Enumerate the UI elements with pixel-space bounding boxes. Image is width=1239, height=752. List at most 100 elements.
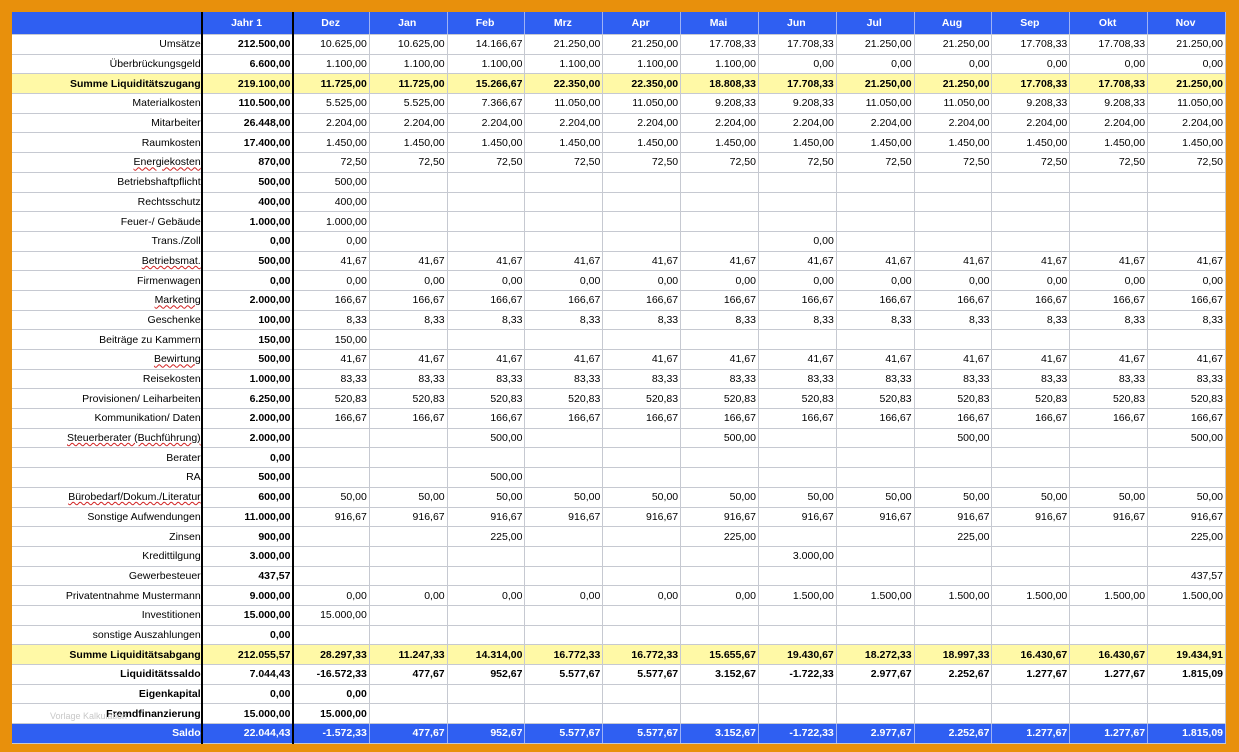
month-value-cell[interactable] [680, 211, 759, 232]
month-value-cell[interactable]: 1.815,09 [1147, 723, 1226, 744]
row-label-cell[interactable]: Liquiditätssaldo [12, 664, 202, 685]
month-value-cell[interactable] [1069, 605, 1149, 626]
month-value-cell[interactable] [524, 703, 604, 725]
month-value-cell[interactable]: 916,67 [680, 507, 759, 528]
row-label-cell[interactable]: Saldo [12, 723, 203, 744]
month-value-cell[interactable]: 18.272,33 [836, 644, 915, 665]
month-value-cell[interactable]: 21.250,00 [914, 34, 993, 55]
month-value-cell[interactable] [914, 231, 993, 252]
month-value-cell[interactable]: 0,00 [1069, 270, 1149, 291]
month-value-cell[interactable]: 41,67 [524, 349, 604, 370]
month-value-cell[interactable]: 1.277,67 [991, 664, 1071, 685]
month-value-cell[interactable]: 166,67 [1147, 408, 1226, 429]
month-value-cell[interactable]: 166,67 [914, 408, 993, 429]
month-value-cell[interactable]: 520,83 [1069, 388, 1149, 410]
month-value-cell[interactable] [1147, 605, 1226, 626]
column-header-mai[interactable]: Mai [680, 12, 759, 35]
month-value-cell[interactable]: 0,00 [524, 585, 604, 606]
month-value-cell[interactable] [991, 546, 1071, 567]
month-value-cell[interactable]: 41,67 [758, 251, 837, 272]
month-value-cell[interactable] [369, 192, 448, 213]
month-value-cell[interactable]: 916,67 [1147, 507, 1226, 528]
month-value-cell[interactable]: -1.572,33 [293, 723, 370, 744]
month-value-cell[interactable]: 5.525,00 [293, 93, 370, 114]
month-value-cell[interactable] [293, 566, 370, 587]
month-value-cell[interactable]: 3.152,67 [680, 664, 759, 685]
month-value-cell[interactable]: 1.450,00 [369, 132, 448, 154]
row-label-cell[interactable]: Eigenkapital [12, 684, 202, 705]
year-total-cell[interactable]: 2.000,00 [200, 290, 295, 311]
month-value-cell[interactable] [1069, 447, 1149, 469]
month-value-cell[interactable] [991, 625, 1071, 646]
month-value-cell[interactable] [1147, 467, 1226, 488]
month-value-cell[interactable]: 41,67 [602, 251, 682, 272]
month-value-cell[interactable] [680, 605, 759, 626]
month-value-cell[interactable]: 0,00 [1147, 54, 1226, 75]
column-header-nov[interactable]: Nov [1147, 12, 1226, 35]
column-header-feb[interactable]: Feb [447, 12, 526, 35]
month-value-cell[interactable] [293, 526, 370, 547]
month-value-cell[interactable] [369, 428, 448, 449]
month-value-cell[interactable]: 83,33 [1147, 369, 1226, 390]
month-value-cell[interactable]: 225,00 [680, 526, 759, 547]
month-value-cell[interactable] [836, 684, 915, 705]
month-value-cell[interactable]: 11.050,00 [914, 93, 993, 114]
month-value-cell[interactable]: 1.100,00 [369, 54, 448, 75]
row-label-cell[interactable]: RA [12, 467, 202, 488]
month-value-cell[interactable] [1069, 192, 1149, 213]
month-value-cell[interactable]: 166,67 [293, 408, 370, 429]
month-value-cell[interactable] [602, 703, 682, 725]
month-value-cell[interactable]: 41,67 [447, 349, 526, 370]
month-value-cell[interactable]: 2.204,00 [602, 113, 682, 134]
month-value-cell[interactable]: 0,00 [680, 270, 759, 291]
month-value-cell[interactable] [1069, 467, 1149, 488]
month-value-cell[interactable]: 41,67 [991, 349, 1071, 370]
month-value-cell[interactable]: 8,33 [1147, 310, 1226, 331]
month-value-cell[interactable]: 8,33 [1069, 310, 1149, 331]
month-value-cell[interactable]: 0,00 [758, 54, 837, 75]
month-value-cell[interactable] [602, 447, 682, 469]
month-value-cell[interactable]: 0,00 [758, 270, 837, 291]
month-value-cell[interactable]: 1.277,67 [991, 723, 1071, 744]
month-value-cell[interactable]: 916,67 [369, 507, 448, 528]
month-value-cell[interactable] [1069, 428, 1149, 449]
month-value-cell[interactable]: 1.450,00 [914, 132, 993, 154]
month-value-cell[interactable]: 1.000,00 [293, 211, 370, 232]
month-value-cell[interactable]: 477,67 [369, 664, 448, 685]
month-value-cell[interactable] [991, 605, 1071, 626]
year-total-cell[interactable]: 2.000,00 [200, 408, 295, 429]
month-value-cell[interactable] [991, 329, 1071, 350]
row-label-cell[interactable]: Umsätze [12, 34, 202, 55]
row-label-cell[interactable]: Rechtsschutz [12, 192, 202, 213]
month-value-cell[interactable]: 16.772,33 [602, 644, 682, 665]
month-value-cell[interactable] [836, 526, 915, 547]
year-total-cell[interactable]: 110.500,00 [200, 93, 295, 114]
month-value-cell[interactable] [602, 231, 682, 252]
month-value-cell[interactable] [524, 605, 604, 626]
month-value-cell[interactable]: 2.977,67 [836, 664, 915, 685]
month-value-cell[interactable] [680, 546, 759, 567]
month-value-cell[interactable] [1069, 684, 1149, 705]
month-value-cell[interactable]: 916,67 [447, 507, 526, 528]
month-value-cell[interactable]: 166,67 [836, 290, 915, 311]
month-value-cell[interactable] [914, 329, 993, 350]
month-value-cell[interactable]: 21.250,00 [524, 34, 604, 55]
month-value-cell[interactable]: 3.152,67 [680, 723, 759, 744]
month-value-cell[interactable]: 2.977,67 [836, 723, 915, 744]
month-value-cell[interactable] [758, 329, 837, 350]
month-value-cell[interactable]: 83,33 [447, 369, 526, 390]
month-value-cell[interactable]: 2.204,00 [1069, 113, 1149, 134]
month-value-cell[interactable]: 10.625,00 [293, 34, 370, 55]
row-label-cell[interactable]: Energiekosten [12, 152, 202, 173]
month-value-cell[interactable]: 50,00 [914, 487, 993, 508]
month-value-cell[interactable] [914, 703, 993, 725]
month-value-cell[interactable]: 83,33 [680, 369, 759, 390]
month-value-cell[interactable] [524, 625, 604, 646]
month-value-cell[interactable]: 477,67 [369, 723, 448, 744]
month-value-cell[interactable]: 0,00 [680, 585, 759, 606]
month-value-cell[interactable]: 11.050,00 [524, 93, 604, 114]
month-value-cell[interactable] [914, 172, 993, 193]
month-value-cell[interactable]: 41,67 [1147, 251, 1226, 272]
month-value-cell[interactable] [602, 467, 682, 488]
row-label-cell[interactable]: Zinsen [12, 526, 202, 547]
